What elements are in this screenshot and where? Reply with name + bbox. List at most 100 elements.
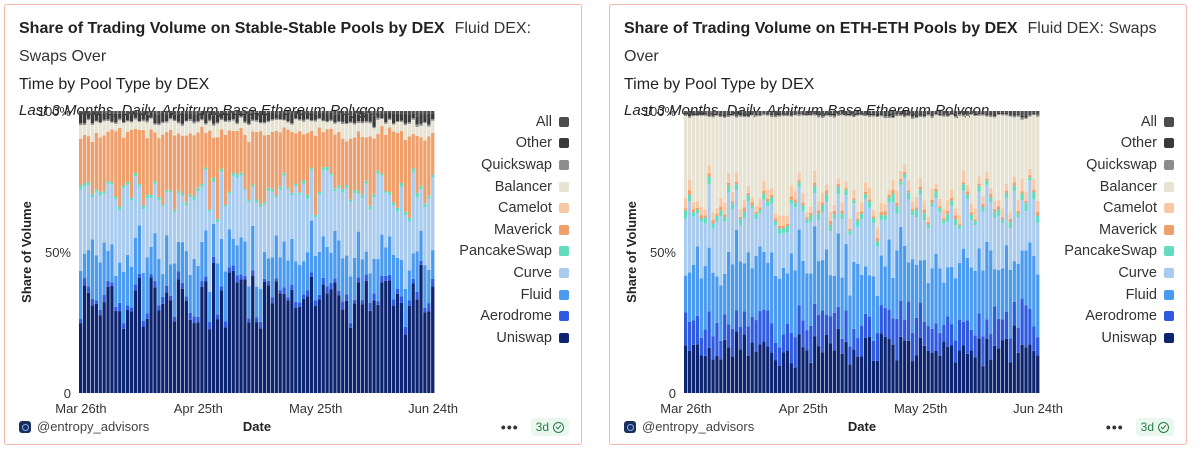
bar-segment-aerodrome[interactable] (149, 274, 153, 278)
bar-segment-all[interactable] (836, 111, 840, 114)
bar-segment-aerodrome[interactable] (223, 321, 228, 328)
bar-segment-quickswap[interactable] (813, 113, 817, 116)
bar-segment-fluid[interactable] (711, 272, 715, 337)
bar-segment-fluid[interactable] (820, 260, 825, 311)
bar-segment-maverick[interactable] (231, 130, 235, 173)
bar-segment-quickswap[interactable] (129, 120, 134, 123)
legend-item-uniswap[interactable]: Uniswap (429, 327, 569, 349)
bar-segment-balancer[interactable] (875, 116, 879, 229)
bar-segment-aerodrome[interactable] (133, 284, 138, 291)
bar-segment-fluid[interactable] (157, 258, 161, 306)
bar-segment-balancer[interactable] (333, 123, 337, 135)
bar-segment-uniswap[interactable] (301, 298, 306, 393)
bar-segment-other[interactable] (192, 115, 196, 122)
bar-segment-fluid[interactable] (1004, 245, 1009, 312)
bar-segment-all[interactable] (789, 111, 793, 114)
bar-segment-maverick[interactable] (895, 202, 899, 207)
bar-segment-fluid[interactable] (243, 241, 247, 276)
bar-segment-uniswap[interactable] (298, 306, 302, 393)
bar-segment-quickswap[interactable] (399, 120, 404, 122)
bar-segment-quickswap[interactable] (235, 122, 239, 124)
bar-segment-other[interactable] (427, 113, 431, 125)
bar-segment-balancer[interactable] (891, 118, 895, 180)
bar-segment-aerodrome[interactable] (258, 321, 263, 329)
bar-segment-quickswap[interactable] (789, 115, 793, 117)
bar-segment-all[interactable] (94, 111, 98, 114)
bar-segment-all[interactable] (364, 111, 368, 114)
bar-segment-quickswap[interactable] (699, 114, 703, 116)
bar-segment-balancer[interactable] (707, 116, 711, 165)
bar-segment-other[interactable] (200, 112, 204, 120)
bar-segment-camelot[interactable] (867, 187, 872, 200)
bar-segment-other[interactable] (883, 114, 887, 117)
bar-segment-maverick[interactable] (1008, 218, 1013, 223)
bar-segment-uniswap[interactable] (989, 359, 993, 393)
bar-segment-uniswap[interactable] (149, 277, 153, 393)
bar-segment-uniswap[interactable] (431, 286, 435, 393)
bar-segment-all[interactable] (208, 111, 212, 114)
bar-segment-other[interactable] (793, 113, 797, 115)
bar-segment-maverick[interactable] (384, 134, 388, 191)
bar-segment-balancer[interactable] (699, 115, 703, 207)
bar-segment-fluid[interactable] (317, 251, 321, 295)
bar-segment-aerodrome[interactable] (129, 307, 134, 312)
bar-segment-pancakeswap[interactable] (204, 167, 208, 171)
bar-segment-other[interactable] (368, 114, 372, 122)
bar-segment-aerodrome[interactable] (969, 329, 973, 351)
bar-segment-fluid[interactable] (391, 254, 396, 300)
bar-segment-camelot[interactable] (746, 185, 750, 193)
bar-segment-all[interactable] (247, 111, 251, 114)
bar-segment-quickswap[interactable] (106, 119, 110, 122)
bar-segment-camelot[interactable] (957, 214, 962, 225)
bar-segment-camelot[interactable] (989, 187, 993, 194)
bar-segment-curve[interactable] (380, 175, 384, 235)
bar-segment-maverick[interactable] (934, 188, 938, 192)
bar-segment-pancakeswap[interactable] (243, 188, 247, 191)
bar-segment-other[interactable] (79, 113, 83, 124)
bar-segment-balancer[interactable] (910, 118, 915, 202)
bar-segment-balancer[interactable] (809, 115, 813, 207)
bar-segment-all[interactable] (883, 111, 887, 115)
bar-segment-pancakeswap[interactable] (184, 202, 188, 206)
bar-segment-fluid[interactable] (762, 251, 766, 310)
bar-segment-pancakeswap[interactable] (789, 199, 793, 204)
bar-segment-balancer[interactable] (376, 119, 380, 134)
bar-segment-curve[interactable] (82, 186, 87, 254)
bar-segment-quickswap[interactable] (777, 115, 782, 117)
bar-segment-quickswap[interactable] (391, 123, 396, 125)
bar-segment-other[interactable] (926, 112, 930, 115)
legend-item-curve[interactable]: Curve (429, 262, 569, 284)
bar-segment-all[interactable] (204, 111, 208, 115)
bar-segment-curve[interactable] (90, 197, 95, 240)
bar-segment-other[interactable] (305, 114, 310, 119)
bar-segment-balancer[interactable] (317, 119, 321, 128)
bar-segment-all[interactable] (746, 111, 750, 115)
bar-segment-curve[interactable] (137, 186, 141, 226)
bar-segment-balancer[interactable] (957, 115, 962, 215)
bar-segment-uniswap[interactable] (1000, 340, 1005, 393)
bar-segment-maverick[interactable] (985, 178, 989, 181)
bar-segment-maverick[interactable] (255, 131, 259, 200)
bar-segment-fluid[interactable] (887, 239, 891, 310)
bar-segment-maverick[interactable] (133, 128, 138, 173)
bar-segment-quickswap[interactable] (899, 114, 903, 117)
bar-segment-other[interactable] (950, 113, 954, 115)
bar-segment-camelot[interactable] (750, 197, 754, 203)
bar-segment-other[interactable] (149, 112, 153, 118)
bar-segment-quickswap[interactable] (965, 114, 969, 117)
bar-segment-quickswap[interactable] (313, 119, 318, 122)
bar-segment-aerodrome[interactable] (836, 306, 840, 329)
bar-segment-pancakeswap[interactable] (734, 184, 739, 190)
bar-segment-pancakeswap[interactable] (341, 189, 345, 193)
bar-segment-maverick[interactable] (333, 134, 337, 189)
bar-segment-balancer[interactable] (286, 122, 290, 130)
bar-segment-balancer[interactable] (290, 124, 294, 132)
bar-segment-other[interactable] (90, 114, 95, 124)
bar-segment-aerodrome[interactable] (219, 286, 224, 291)
bar-segment-aerodrome[interactable] (1008, 338, 1013, 363)
bar-segment-other[interactable] (180, 113, 185, 124)
bar-segment-aerodrome[interactable] (82, 278, 87, 286)
bar-segment-maverick[interactable] (785, 223, 790, 226)
bar-segment-other[interactable] (969, 112, 973, 114)
bar-segment-uniswap[interactable] (86, 292, 91, 393)
